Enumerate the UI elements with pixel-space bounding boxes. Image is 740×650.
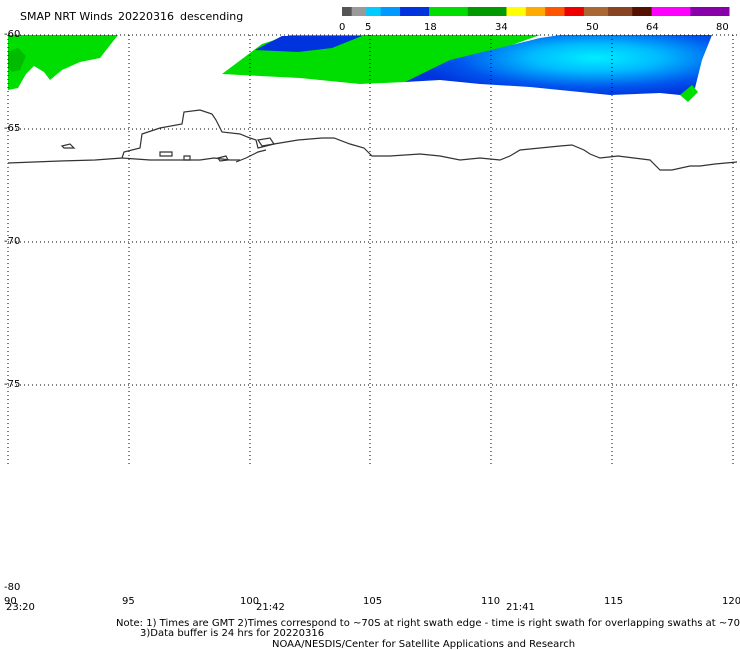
- lat-lon-grid: [7, 34, 737, 465]
- lon-label-95: 95: [122, 596, 135, 607]
- wind-swath-left: [8, 35, 118, 90]
- colorbar-segment: [651, 7, 691, 16]
- colorbar-segment: [525, 7, 546, 16]
- colorbar-segment: [366, 7, 382, 16]
- wind-swath-center: [222, 35, 540, 84]
- colorbar-segment: [632, 7, 653, 16]
- lon-label-120: 120: [722, 596, 740, 607]
- lon-label-115: 115: [604, 596, 623, 607]
- pass-time-3: 21:41: [506, 602, 535, 613]
- lat-label-75: -75: [4, 379, 20, 390]
- lon-label-90: 90: [4, 596, 17, 607]
- lat-label-60: -60: [4, 29, 20, 40]
- colorbar-segment: [690, 7, 730, 16]
- colorbar-tick-50: 50: [586, 22, 599, 33]
- colorbar-segment: [400, 7, 430, 16]
- antarctic-coastline: [7, 109, 738, 171]
- colorbar-tick-18: 18: [424, 22, 437, 33]
- credit-line: NOAA/NESDIS/Center for Satellite Applica…: [272, 639, 575, 650]
- colorbar-segment: [545, 7, 566, 16]
- colorbar-segment: [380, 7, 401, 16]
- colorbar-tick-80: 80: [716, 22, 729, 33]
- colorbar-segment: [342, 7, 353, 16]
- wind-speed-colorbar: [342, 7, 730, 16]
- colorbar-segment: [429, 7, 469, 16]
- colorbar-segment: [467, 7, 507, 16]
- colorbar-segment: [583, 7, 609, 16]
- note-line-1: Note: 1) Times are GMT 2)Times correspon…: [116, 618, 740, 629]
- colorbar-segment: [506, 7, 527, 16]
- map-date: 20220316: [118, 10, 174, 23]
- map-pass: descending: [180, 10, 243, 23]
- lon-label-105: 105: [363, 596, 382, 607]
- colorbar-tick-64: 64: [646, 22, 659, 33]
- colorbar-segment: [608, 7, 633, 16]
- lon-label-100: 100: [240, 596, 259, 607]
- wind-swath-right: [405, 35, 712, 102]
- pass-time-1: 23:20: [6, 602, 35, 613]
- lat-label-70: -70: [4, 236, 20, 247]
- colorbar-segment: [351, 7, 367, 16]
- pass-time-2: 21:42: [256, 602, 285, 613]
- lon-label-110: 110: [481, 596, 500, 607]
- colorbar-tick-5: 5: [365, 22, 371, 33]
- map-title: SMAP NRT Winds: [20, 10, 113, 23]
- colorbar-segment: [564, 7, 585, 16]
- lat-label-80: -80: [4, 582, 20, 593]
- colorbar-tick-34: 34: [495, 22, 508, 33]
- colorbar-tick-0: 0: [339, 22, 345, 33]
- lat-label-65: -65: [4, 123, 20, 134]
- note-line-2: 3)Data buffer is 24 hrs for 20220316: [140, 628, 324, 639]
